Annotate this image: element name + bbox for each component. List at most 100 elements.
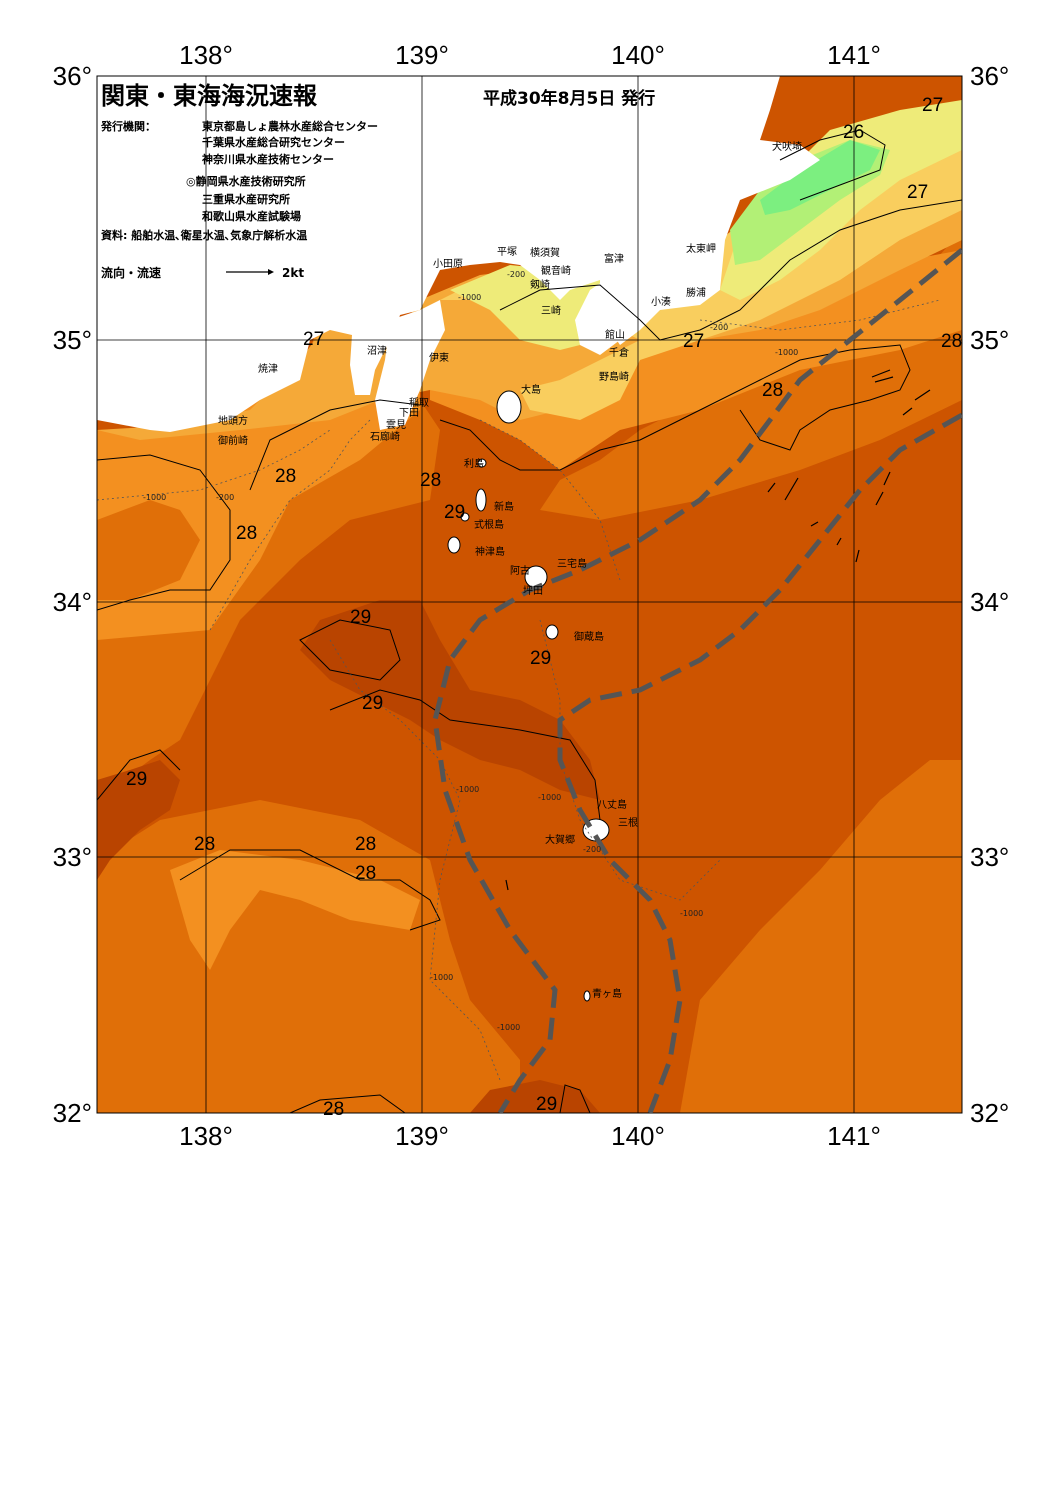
isotherm-label: 27	[922, 95, 943, 116]
isotherm-label: 27	[907, 182, 928, 203]
isotherm-label: 27	[303, 329, 324, 350]
place-label: 小田原	[433, 258, 463, 270]
sst-band-28-southeast	[680, 760, 962, 1113]
place-label: 伊東	[429, 351, 449, 364]
depth-label: -1000	[538, 793, 561, 802]
lat-label: 36°	[53, 61, 92, 91]
island-oshima	[496, 390, 522, 424]
island-mikurajima	[545, 624, 559, 640]
place-label: 剱崎	[530, 278, 550, 291]
lon-label: 139°	[395, 1121, 449, 1151]
place-label: 八丈島	[597, 798, 627, 811]
isotherm-label: 29	[536, 1094, 557, 1115]
legend-label: 流向・流速	[101, 265, 161, 280]
isotherm-label: 29	[444, 502, 465, 523]
issuer-item: 神奈川県水産技術センター	[202, 152, 334, 166]
lat-label: 35°	[970, 325, 1009, 355]
place-labels: 小田原 平塚 横須賀 観音崎 剱崎 三崎 富津 館山 千倉 野島崎 太東岬 勝浦…	[218, 140, 802, 1000]
isotherm-label: 28	[355, 863, 376, 884]
current-arrow	[810, 521, 819, 527]
depth-label: -200	[710, 323, 728, 332]
map-frame	[96, 75, 963, 1114]
place-label: 勝浦	[686, 286, 706, 299]
place-label: 青ヶ島	[592, 987, 622, 1000]
legend-arrow-head	[268, 269, 274, 275]
place-label: 御蔵島	[574, 630, 604, 643]
lon-label: 141°	[827, 40, 881, 70]
sst-band-29-west	[97, 760, 180, 880]
current-arrows	[505, 369, 931, 891]
sst-band-26-east	[720, 100, 962, 300]
lat-label: 34°	[53, 587, 92, 617]
legend-unit: 2kt	[282, 266, 304, 280]
place-label: 大島	[521, 383, 541, 396]
depth-labels: -200 -1000 -1000 -200 -1000 -1000 -1000 …	[143, 270, 798, 1032]
place-label: 御前崎	[218, 434, 248, 447]
kuroshio-axis-line	[557, 412, 962, 1113]
issuer-label: 発行機関：	[100, 119, 156, 133]
isotherm-label: 29	[362, 693, 383, 714]
depth-contour	[539, 619, 721, 901]
lon-label: 138°	[179, 1121, 233, 1151]
issuer-item: 三重県水産研究所	[202, 192, 290, 206]
place-label: 千倉	[609, 346, 629, 359]
isotherm-label: 29	[350, 607, 371, 628]
lat-labels-left: 36° 35° 34° 33° 32°	[53, 61, 92, 1128]
isotherm-line	[289, 1094, 406, 1113]
place-label: 犬吠埼	[772, 140, 802, 153]
depth-contour	[97, 429, 331, 501]
current-arrow	[875, 491, 884, 506]
place-label: 石廊崎	[370, 430, 400, 443]
place-label: 利島	[464, 457, 484, 470]
isotherm-label: 29	[530, 648, 551, 669]
data-sources: 資料: 船舶水温､衛星水温､気象庁解析水温	[101, 228, 307, 242]
depth-label: -200	[583, 845, 601, 854]
lat-label: 32°	[53, 1098, 92, 1128]
isotherm-label: 28	[420, 470, 441, 491]
place-label: 館山	[605, 328, 625, 341]
island-toshima	[477, 458, 487, 468]
current-arrow	[871, 369, 891, 378]
isotherm-line	[499, 199, 962, 341]
lon-label: 140°	[611, 40, 665, 70]
place-label: 富津	[604, 252, 624, 265]
issuer-item: 千葉県水産総合研究センター	[202, 135, 345, 149]
depth-label: -200	[216, 493, 234, 502]
place-label: 三崎	[541, 304, 561, 317]
land-izu-gap	[375, 300, 445, 430]
isotherm-line	[559, 1084, 591, 1113]
place-label: 雲見	[386, 419, 406, 431]
kuroshio-axis	[432, 248, 962, 1113]
depth-label: -1000	[458, 293, 481, 302]
depth-contours	[97, 299, 941, 1081]
depth-label: -1000	[680, 909, 703, 918]
lat-label: 34°	[970, 587, 1009, 617]
sst-band-24	[760, 140, 880, 215]
issuer-item: 和歌山県水産試験場	[202, 209, 301, 223]
place-label: 野島崎	[599, 370, 629, 383]
isotherm-label: 28	[323, 1099, 344, 1120]
sst-fill-layer	[97, 76, 962, 1113]
current-arrow	[874, 376, 894, 383]
isotherm-line	[329, 689, 601, 821]
lon-labels-bottom: 138° 139° 140° 141°	[179, 1121, 881, 1151]
place-label: 焼津	[258, 363, 278, 375]
place-label: 横須賀	[530, 246, 560, 259]
issuer-item: 東京都島しょ農林水産総合センター	[202, 119, 378, 133]
place-label: 神津島	[475, 545, 505, 558]
place-label: 観音崎	[541, 264, 571, 277]
isotherm-line	[97, 454, 231, 611]
place-label: 平塚	[497, 246, 517, 258]
island-niijima	[475, 488, 487, 512]
isotherm-line	[439, 344, 911, 471]
depth-label: -1000	[430, 973, 453, 982]
place-label: 新島	[494, 500, 514, 513]
island-aogashima	[583, 990, 591, 1002]
current-arrow	[902, 407, 913, 416]
isotherm-lines	[97, 129, 962, 1113]
isotherm-label: 28	[236, 523, 257, 544]
map-title: 関東・東海海況速報	[101, 82, 318, 110]
isotherm-line	[179, 849, 441, 931]
isotherm-line	[779, 129, 886, 201]
isotherm-line	[249, 399, 421, 491]
